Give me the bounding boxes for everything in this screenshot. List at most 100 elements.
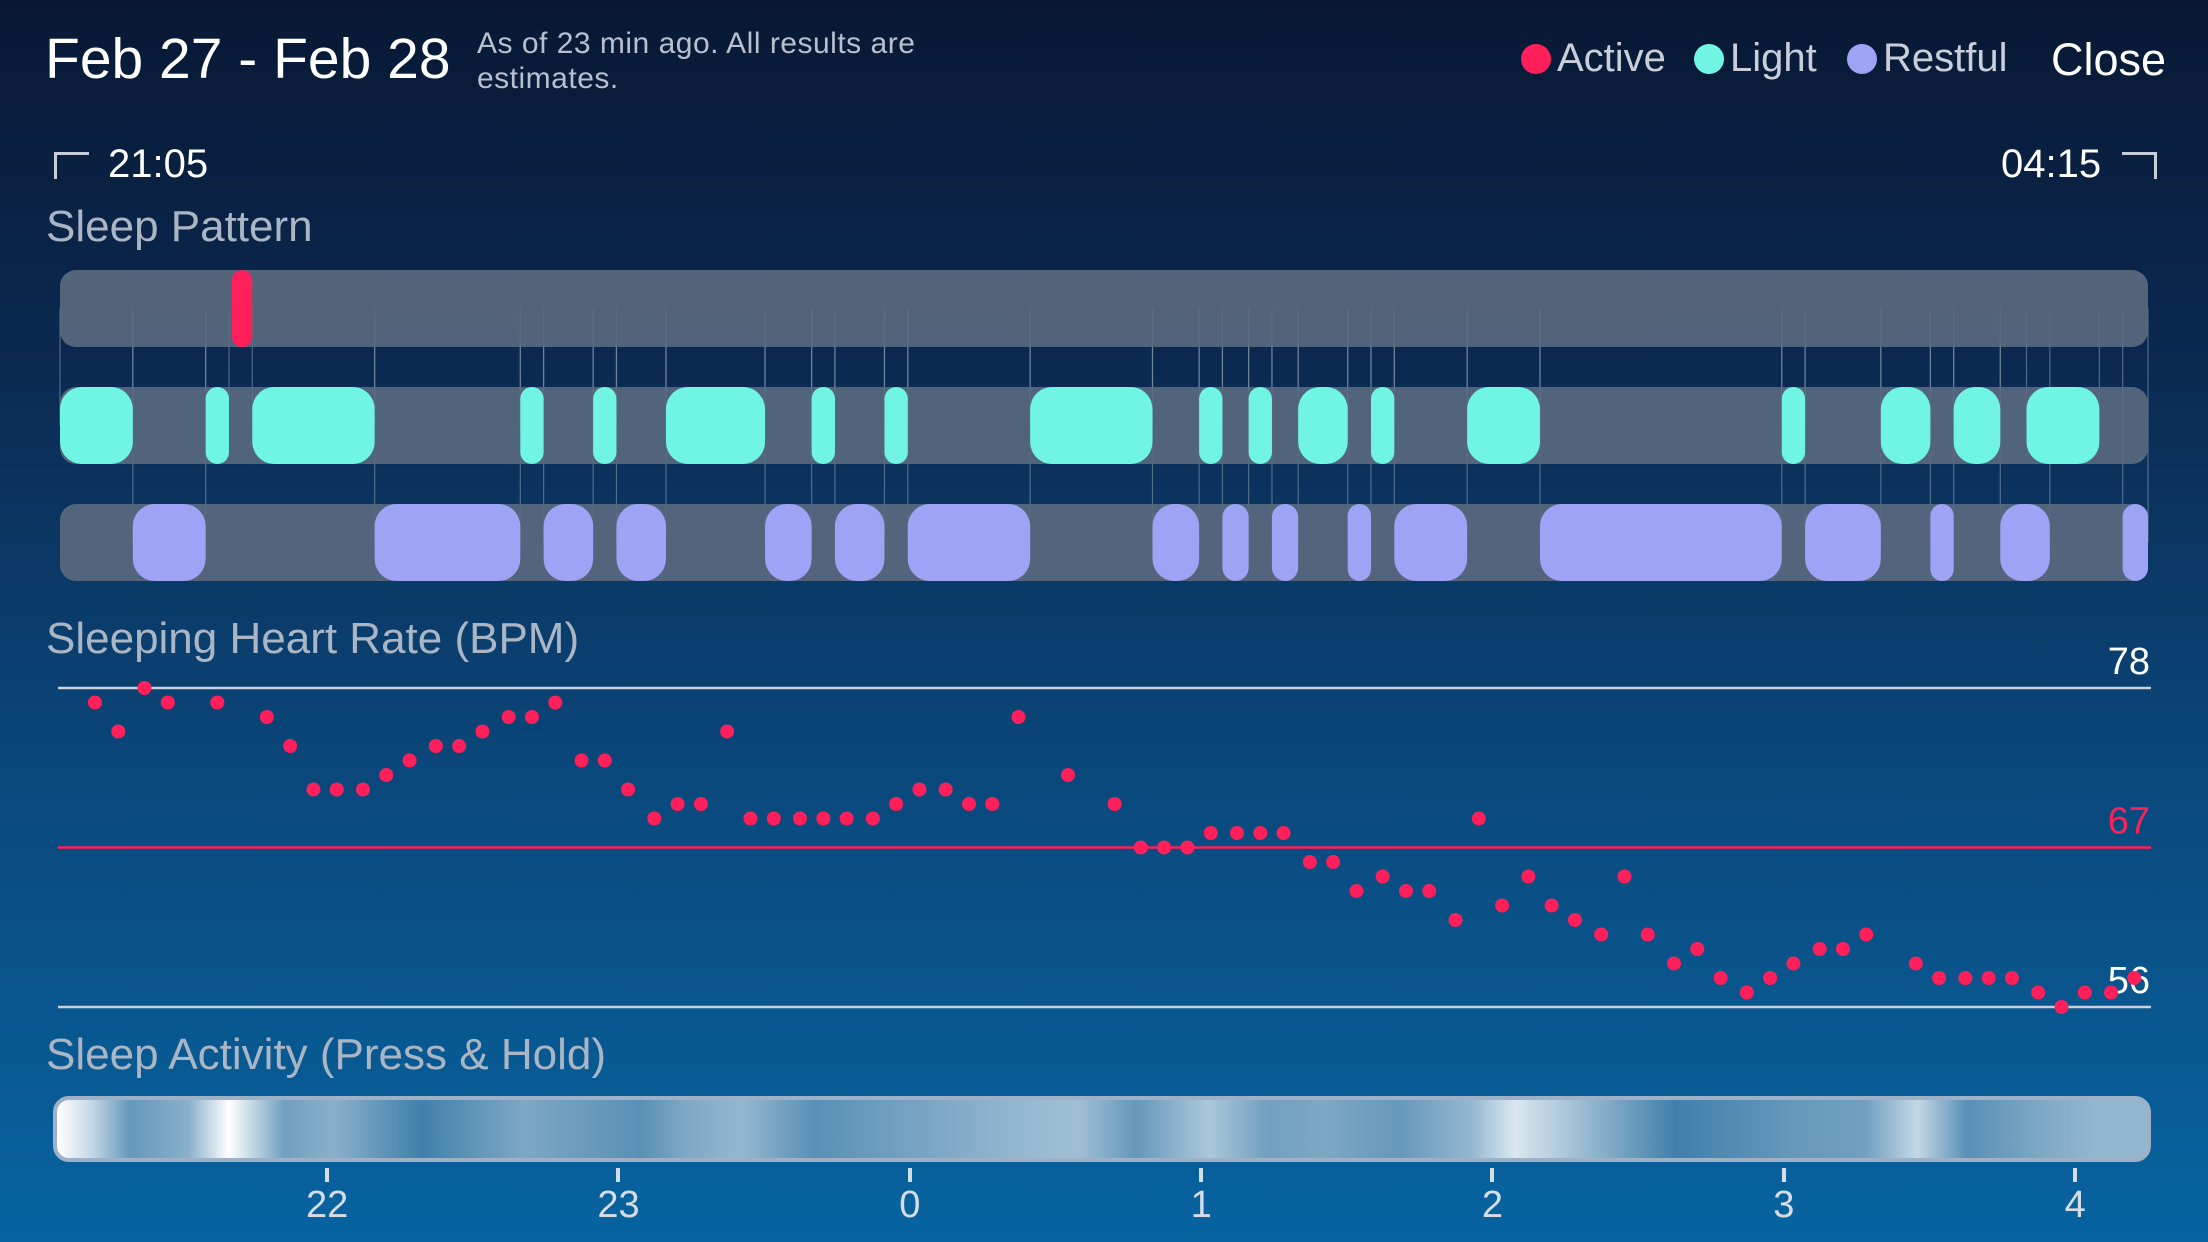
hr-point (597, 753, 612, 768)
hr-point (720, 724, 735, 739)
hr-point (329, 782, 344, 797)
hr-point (2004, 971, 2019, 985)
axis-tick-label: 0 (899, 1184, 921, 1226)
hr-point (1180, 840, 1195, 855)
hr-point (1617, 869, 1632, 884)
hr-point (816, 811, 831, 826)
legend-light: Light (1694, 36, 1817, 81)
sleep-segment-restful (616, 504, 666, 581)
sleep-segment-restful (1930, 504, 1954, 581)
sleep-activity-title: Sleep Activity (Press & Hold) (46, 1030, 606, 1079)
hr-point (670, 797, 685, 811)
hr-points (87, 681, 2142, 1014)
hr-point (524, 710, 539, 724)
hr-point (1229, 826, 1244, 840)
hr-point (355, 782, 370, 797)
hr-point (889, 797, 904, 811)
hr-point (475, 724, 490, 739)
hr-point (1276, 826, 1291, 840)
hr-point (1859, 927, 1874, 942)
hr-point (1739, 985, 1754, 1000)
close-button[interactable]: Close (2051, 34, 2167, 85)
hr-point (2127, 971, 2142, 985)
hr-point (839, 811, 854, 826)
hr-point (2077, 985, 2092, 1000)
hr-point (87, 695, 102, 710)
hr-point (961, 797, 976, 811)
legend-active-label: Active (1557, 36, 1666, 80)
sleep-segment-restful (765, 504, 812, 581)
sleep-segment-restful (2122, 504, 2148, 581)
hr-point (693, 797, 708, 811)
hr-point (1981, 971, 1996, 985)
sleep-segment-light (60, 387, 133, 464)
hr-point (1398, 884, 1413, 898)
hr-point (2054, 1000, 2069, 1014)
sleep-segment-light (1199, 387, 1223, 464)
hr-point (1495, 898, 1510, 913)
hr-point (1133, 840, 1148, 855)
status-note: As of 23 min ago. All results are estima… (477, 27, 916, 95)
hr-point (1835, 942, 1850, 956)
sleep-activity-bar[interactable] (53, 1096, 2151, 1162)
hr-point (1640, 927, 1655, 942)
sleep-segment-light (665, 387, 766, 464)
legend-active: Active (1521, 36, 1666, 81)
sleep-segment-light (811, 387, 835, 464)
axis-tick-label: 2 (1481, 1184, 1504, 1226)
hr-point (501, 710, 516, 724)
hr-label-max: 78 (2108, 641, 2150, 683)
sleep-pattern-chart (59, 270, 2149, 581)
sleep-segment-restful (1271, 504, 1299, 581)
hr-point (792, 811, 807, 826)
sleep-segment-light (1953, 387, 2001, 464)
range-end-bracket-icon (2122, 152, 2157, 179)
hr-point (1690, 942, 1705, 956)
restful-dot-icon (1847, 43, 1877, 74)
hr-point (2031, 985, 2046, 1000)
range-end-time: 04:15 (2001, 142, 2102, 186)
sleep-segment-restful (1539, 504, 1782, 581)
sleep-segment-light (252, 387, 375, 464)
hr-point (259, 710, 274, 724)
hr-point (137, 681, 152, 695)
hr-point (210, 695, 225, 710)
hr-point (1253, 826, 1268, 840)
sleep-segment-light (2026, 387, 2100, 464)
legend-light-label: Light (1730, 36, 1817, 80)
axis-tick-label: 22 (306, 1184, 349, 1226)
range-start-time: 21:05 (108, 142, 209, 186)
sleep-row-track-active (60, 270, 2148, 347)
hr-point (1375, 869, 1390, 884)
hr-point (1203, 826, 1218, 840)
range-start-bracket-icon (54, 152, 89, 179)
axis-tick-label: 4 (2064, 1184, 2086, 1226)
heart-rate-title: Sleeping Heart Rate (BPM) (46, 614, 580, 663)
sleep-segment-light (1781, 387, 1806, 464)
hr-point (621, 782, 636, 797)
axis-tick (1490, 1168, 1495, 1182)
sleep-segment-light (1880, 387, 1931, 464)
hr-point (912, 782, 927, 797)
sleep-segment-restful (543, 504, 594, 581)
sleep-segment-restful (132, 504, 206, 581)
hr-point (111, 724, 126, 739)
light-dot-icon (1694, 43, 1724, 74)
hr-point (647, 811, 662, 826)
legend-restful-label: Restful (1883, 36, 2008, 80)
sleep-segment-light (1248, 387, 1272, 464)
hr-point (1521, 869, 1536, 884)
hr-point (1011, 710, 1026, 724)
hr-point (574, 753, 589, 768)
hr-point (1713, 971, 1728, 985)
active-dot-icon (1521, 43, 1551, 74)
sleep-segment-light (1467, 387, 1540, 464)
hr-point (1157, 840, 1172, 855)
page-title: Feb 27 - Feb 28 (45, 27, 451, 91)
sleep-segment-restful (834, 504, 885, 581)
axis-tick (325, 1168, 330, 1182)
hr-point (1763, 971, 1778, 985)
sleep-segment-light (593, 387, 617, 464)
hr-point (379, 768, 394, 782)
